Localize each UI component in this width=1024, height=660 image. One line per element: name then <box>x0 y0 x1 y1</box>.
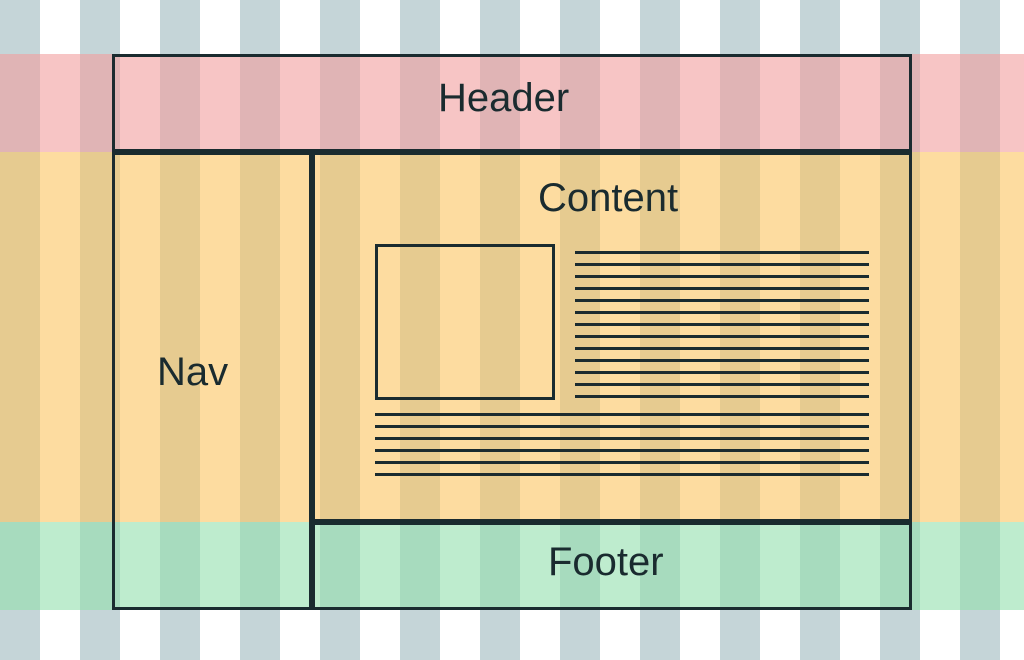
content-text-line <box>375 437 869 440</box>
content-text-line <box>575 299 869 302</box>
content-text-line <box>575 311 869 314</box>
row-band <box>0 11 1024 54</box>
footer-label: Footer <box>548 540 664 585</box>
row-band <box>0 610 1024 650</box>
content-text-line <box>375 449 869 452</box>
content-text-line <box>575 347 869 350</box>
header-label: Header <box>438 76 569 121</box>
content-text-line <box>375 413 869 416</box>
content-text-line <box>575 335 869 338</box>
content-text-line <box>575 383 869 386</box>
content-text-line <box>575 371 869 374</box>
content-text-line <box>575 323 869 326</box>
content-image-placeholder <box>375 244 555 400</box>
content-text-line <box>375 425 869 428</box>
content-text-line <box>575 395 869 398</box>
content-label: Content <box>538 176 678 221</box>
content-text-line <box>575 263 869 266</box>
content-text-line <box>575 287 869 290</box>
nav-label: Nav <box>157 350 228 395</box>
content-text-line <box>575 359 869 362</box>
content-text-line <box>375 473 869 476</box>
layout-diagram: Header Nav Content Footer <box>0 0 1024 660</box>
content-text-line <box>375 461 869 464</box>
content-text-line <box>575 251 869 254</box>
content-text-line <box>575 275 869 278</box>
